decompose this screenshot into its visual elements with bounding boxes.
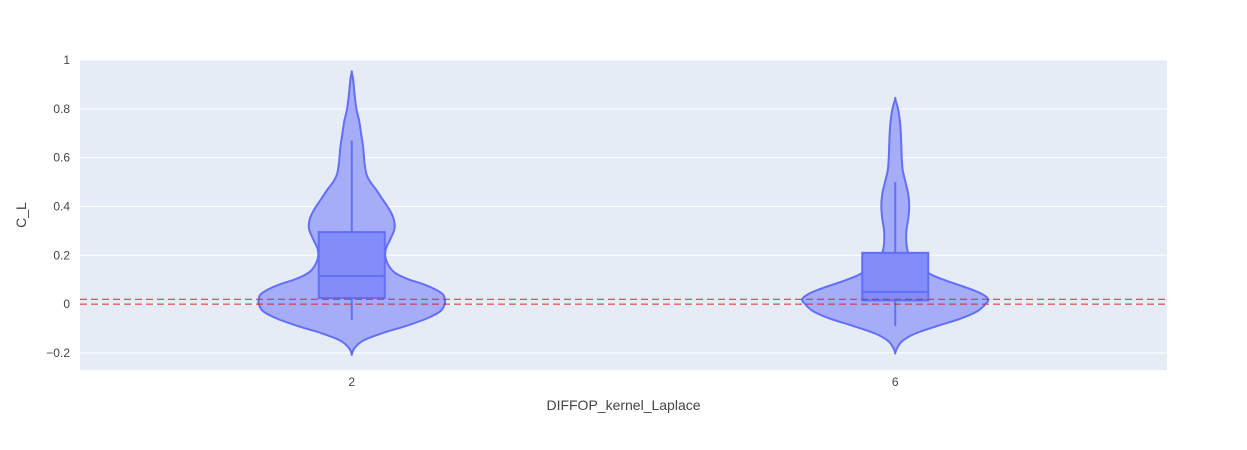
violin-box bbox=[317, 231, 386, 299]
violin-2 bbox=[257, 70, 447, 356]
x-tick-label: 2 bbox=[348, 375, 355, 389]
y-tick-label: 0 bbox=[63, 297, 70, 311]
y-tick-label: 0.8 bbox=[53, 102, 70, 116]
y-tick-label: 0.6 bbox=[53, 151, 70, 165]
y-tick-labels: −0.2 0 0.2 0.4 0.6 0.8 1 bbox=[46, 53, 70, 360]
y-axis-title: C_L bbox=[13, 202, 29, 228]
plot-background bbox=[80, 60, 1167, 370]
x-axis-title: DIFFOP_kernel_Laplace bbox=[546, 397, 700, 413]
y-tick-label: 0.4 bbox=[53, 199, 70, 213]
y-tick-label: 0.2 bbox=[53, 248, 70, 262]
y-tick-label: −0.2 bbox=[46, 346, 70, 360]
x-tick-label: 6 bbox=[892, 375, 899, 389]
violin-box bbox=[861, 251, 930, 302]
violin-6 bbox=[801, 96, 990, 355]
reference-lines bbox=[80, 298, 1167, 305]
y-tick-label: 1 bbox=[63, 53, 70, 67]
violins bbox=[257, 70, 990, 356]
